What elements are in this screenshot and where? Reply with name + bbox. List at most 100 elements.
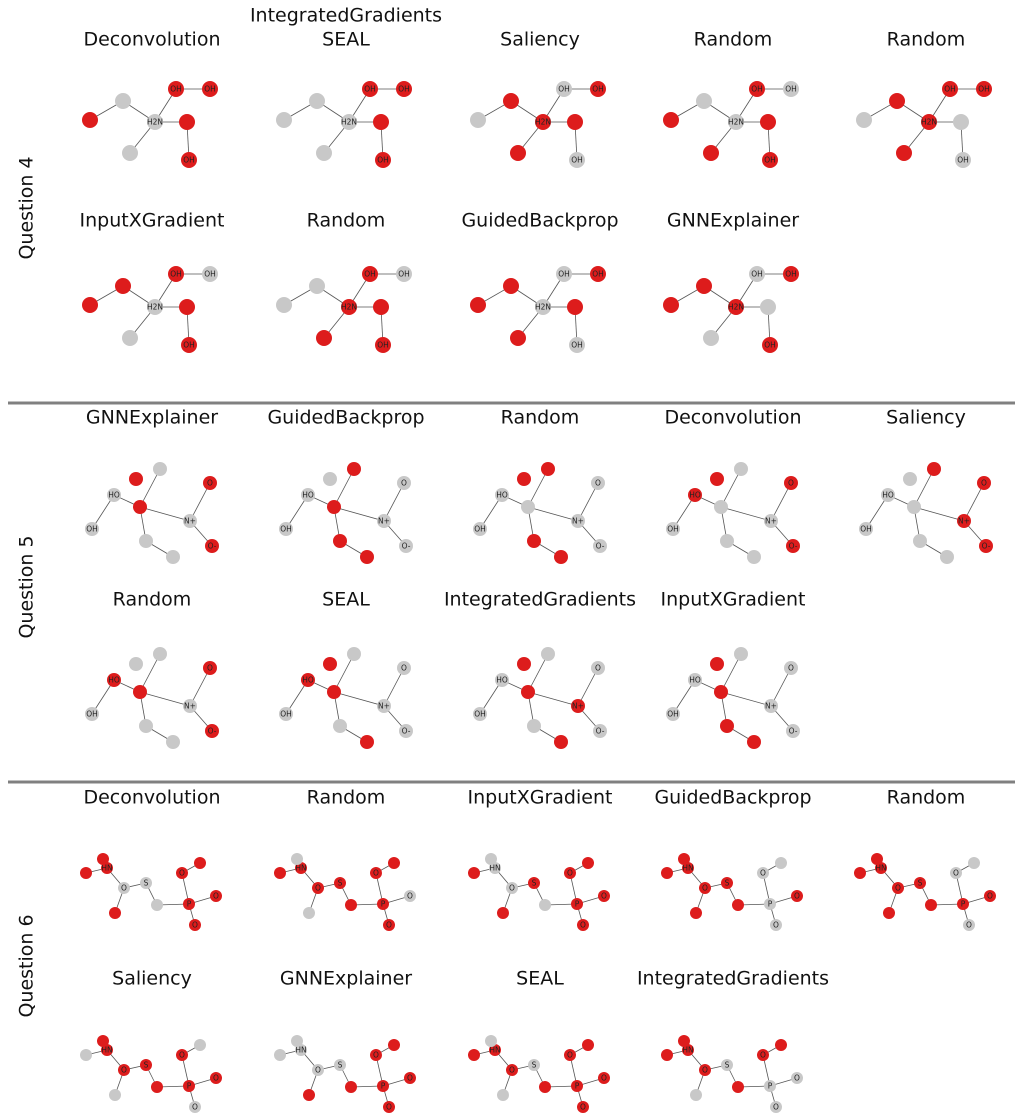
atom (907, 500, 921, 514)
atom-label: N+ (378, 517, 390, 526)
atom-highlighted (176, 867, 188, 879)
atom-label: N+ (765, 517, 777, 526)
atom-highlighted (115, 278, 131, 294)
atom-highlighted (205, 539, 219, 553)
atom-highlighted (527, 534, 541, 548)
atom-highlighted (468, 867, 480, 879)
atom-highlighted (118, 1064, 130, 1076)
atom-highlighted (362, 266, 378, 282)
panel: GuidedBackprop HN O S P O O O (654, 787, 812, 931)
atom-label: OH (398, 270, 410, 279)
atom (122, 145, 138, 161)
atom-highlighted (301, 673, 315, 687)
atom-label: OH (280, 525, 292, 534)
atom-highlighted (295, 862, 307, 874)
atom-highlighted (564, 1049, 576, 1061)
atom-highlighted (140, 1059, 152, 1071)
question-label: Question 4 (16, 156, 38, 259)
atom-highlighted (194, 857, 206, 869)
panel: InputXGradient HN O S P O O O (468, 787, 612, 931)
atom-label: O (567, 1051, 573, 1060)
atom-highlighted (360, 735, 374, 749)
atom (569, 337, 585, 353)
atom-label: OH (785, 85, 797, 94)
atom-highlighted (274, 867, 286, 879)
atom-label: O (179, 1051, 185, 1060)
atom (593, 539, 607, 553)
panel-title: Deconvolution (83, 29, 220, 51)
atom (85, 522, 99, 536)
atom-highlighted (678, 1035, 690, 1047)
atom-highlighted (517, 657, 531, 671)
atom (377, 514, 391, 528)
atom-highlighted (396, 81, 412, 97)
bond (770, 482, 792, 522)
atom (764, 514, 778, 528)
atom-highlighted (334, 877, 346, 889)
atom (666, 522, 680, 536)
atom (153, 462, 167, 476)
atom-highlighted (327, 500, 341, 514)
atom-label: O (601, 1074, 607, 1083)
panel-title: GuidedBackprop (461, 210, 618, 232)
atom-highlighted (539, 1081, 551, 1093)
atom (495, 488, 509, 502)
atom-highlighted (977, 476, 991, 490)
atom-label: P (575, 1082, 580, 1091)
bond (963, 482, 985, 522)
bond (720, 653, 742, 693)
panel-title: GNNExplainer (280, 968, 412, 990)
separators (8, 401, 1015, 784)
atom-label: O- (789, 542, 798, 551)
atom-highlighted (107, 673, 121, 687)
atom-label: S (725, 879, 730, 888)
atom-label: OH (571, 156, 583, 165)
atom-highlighted (728, 299, 744, 315)
atom (859, 522, 873, 536)
atom (333, 719, 347, 733)
atom (506, 882, 518, 894)
atom-highlighted (101, 1044, 113, 1056)
panel: GuidedBackprop HO N+ O O- OH (267, 407, 425, 564)
atom-label: HO (302, 491, 314, 500)
panel-title: Deconvolution (83, 787, 220, 809)
atom-label: O (407, 1074, 413, 1083)
atom-label: O (207, 664, 213, 673)
panel-title: InputXGradient (661, 589, 806, 611)
atom (309, 278, 325, 294)
atom-label: O (315, 1066, 321, 1075)
atom-label: O (192, 1103, 198, 1112)
panel-title: Saliency (886, 407, 966, 429)
atom-highlighted (341, 299, 357, 315)
atom-label: O (121, 884, 127, 893)
bond (189, 482, 211, 522)
atom-highlighted (210, 890, 222, 902)
atom-highlighted (370, 1049, 382, 1061)
atom (147, 114, 163, 130)
atom-highlighted (710, 657, 724, 671)
panel: Random HO N+ O O- OH (473, 407, 607, 564)
atom (690, 1089, 702, 1101)
atom-label: O (213, 892, 219, 901)
atom (953, 114, 969, 130)
panel: Random HN O S P O O O (274, 787, 416, 931)
atom-highlighted (957, 898, 969, 910)
atom-label: P (381, 900, 386, 909)
atom (535, 299, 551, 315)
atom (485, 853, 497, 865)
atom-highlighted (183, 1080, 195, 1092)
atom-label: O- (789, 727, 798, 736)
atom-highlighted (333, 534, 347, 548)
atom-highlighted (373, 299, 389, 315)
bond (913, 468, 935, 508)
atom-label: OH (183, 156, 195, 165)
bond (720, 506, 772, 522)
bond (913, 506, 965, 522)
atom-highlighted (97, 1035, 109, 1047)
atom-label: OH (398, 85, 410, 94)
atom-label: S (532, 1061, 537, 1070)
atom-label: O (401, 479, 407, 488)
atom (783, 81, 799, 97)
atom (276, 297, 292, 313)
